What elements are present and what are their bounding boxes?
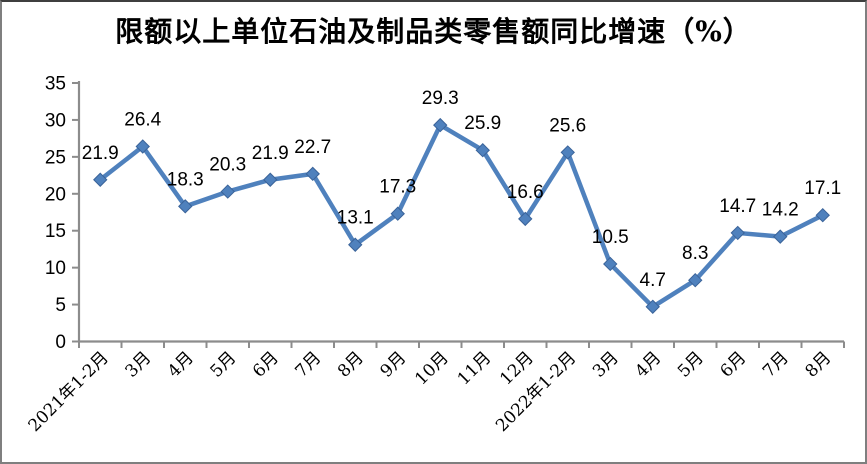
x-tick-label: 7月	[291, 348, 325, 382]
data-point-marker	[305, 166, 320, 182]
data-label: 17.1	[804, 178, 841, 199]
y-tick-label: 30	[45, 110, 66, 131]
data-label: 21.9	[252, 143, 289, 164]
x-tick-label: 10月	[411, 348, 452, 389]
x-tick-label: 7月	[759, 348, 793, 382]
y-tick-label: 25	[45, 147, 66, 168]
x-tick-label: 4月	[631, 348, 665, 382]
data-label: 17.3	[379, 177, 416, 198]
data-label: 13.1	[337, 208, 374, 229]
x-tick-label: 8月	[334, 348, 368, 382]
data-label: 16.6	[507, 182, 544, 203]
data-label: 21.9	[82, 143, 119, 164]
x-tick-label: 5月	[674, 348, 708, 382]
data-label: 20.3	[209, 155, 246, 176]
y-tick-label: 0	[55, 332, 66, 353]
data-label: 29.3	[422, 88, 459, 109]
data-label: 26.4	[124, 110, 161, 131]
data-point-marker	[603, 256, 618, 272]
data-label: 25.6	[549, 115, 586, 136]
data-point-marker	[560, 145, 575, 160]
data-label: 10.5	[592, 227, 629, 248]
data-point-marker	[518, 211, 533, 227]
y-tick-label: 5	[55, 295, 66, 316]
data-point-marker	[93, 172, 108, 187]
data-point-marker	[433, 117, 448, 133]
data-point-marker	[730, 225, 745, 241]
y-tick-label: 10	[45, 258, 66, 279]
data-point-marker	[263, 172, 278, 187]
x-tick-label: 2021年1-2月	[25, 348, 113, 436]
data-point-marker	[645, 299, 660, 314]
data-point-marker	[220, 184, 235, 199]
data-label: 14.7	[719, 196, 756, 217]
data-label: 8.3	[682, 243, 708, 264]
data-label: 22.7	[294, 137, 331, 158]
data-label: 25.9	[464, 113, 501, 134]
data-point-marker	[815, 207, 830, 223]
x-tick-label: 4月	[164, 348, 198, 382]
y-tick-label: 15	[45, 221, 66, 242]
data-point-marker	[135, 139, 150, 154]
x-tick-label: 3月	[121, 348, 155, 382]
data-point-marker	[390, 206, 405, 221]
data-label: 14.2	[762, 200, 799, 221]
y-tick-label: 35	[45, 74, 66, 95]
data-point-marker	[475, 143, 490, 158]
data-label: 4.7	[640, 270, 666, 291]
data-point-marker	[773, 229, 788, 244]
data-label: 18.3	[167, 169, 204, 190]
data-point-marker	[688, 272, 703, 288]
x-tick-label: 6月	[716, 348, 750, 382]
data-point-marker	[178, 199, 193, 214]
x-tick-label: 9月	[376, 348, 410, 382]
x-tick-label: 6月	[249, 348, 283, 382]
x-tick-label: 8月	[801, 348, 835, 382]
x-tick-label: 5月	[206, 348, 240, 382]
x-tick-label: 3月	[589, 348, 623, 382]
data-line	[98, 122, 825, 310]
chart-title: 限额以上单位石油及制品类零售额同比增速（%）	[115, 15, 752, 48]
x-tick-label: 11月	[454, 348, 495, 389]
y-tick-label: 20	[45, 184, 66, 205]
data-point-marker	[348, 237, 363, 252]
